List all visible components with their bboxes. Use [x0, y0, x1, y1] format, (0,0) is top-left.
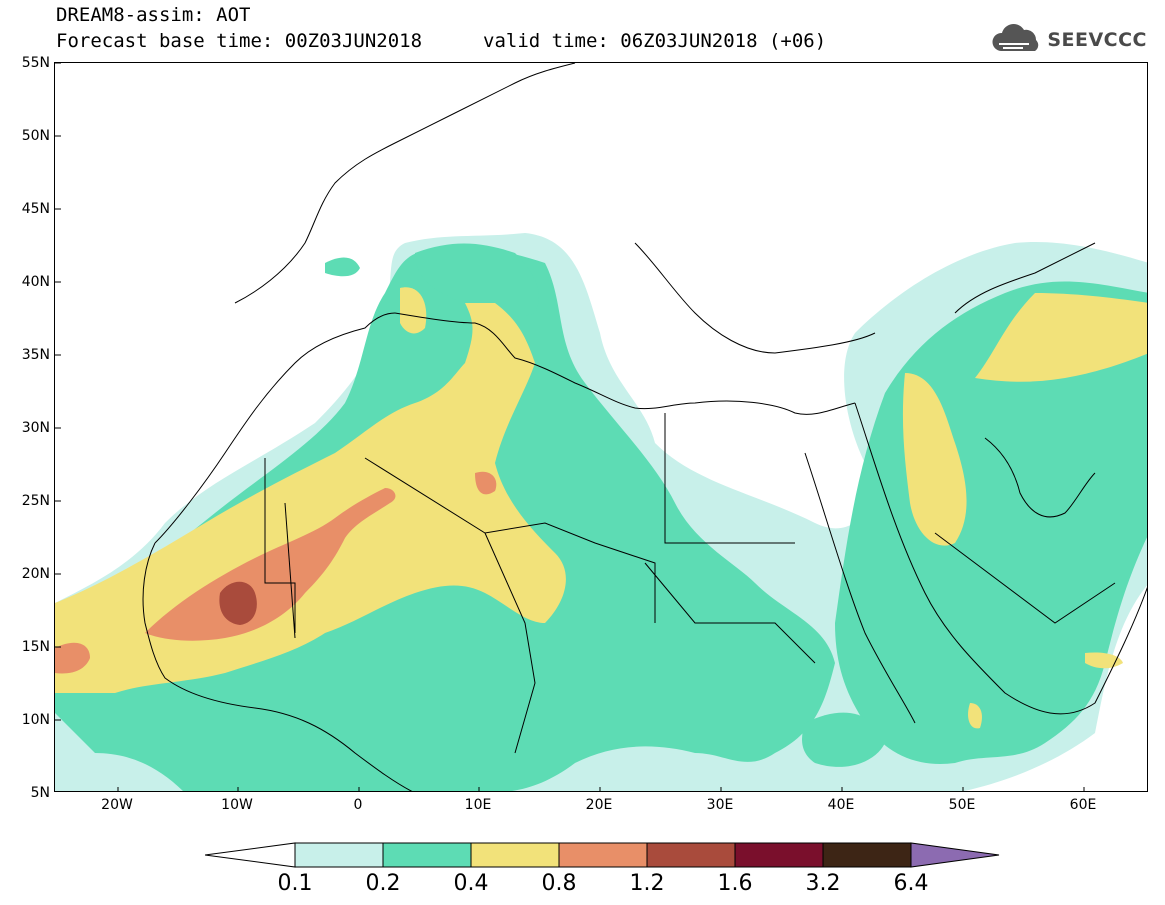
lat-label-5n: 5N: [30, 785, 50, 801]
lat-label-15n: 15N: [21, 639, 50, 655]
colorbar-label-0.8: 0.8: [541, 871, 577, 896]
colorbar-label-0.4: 0.4: [453, 871, 489, 896]
lat-label-10n: 10N: [21, 712, 50, 728]
lat-label-55n: 55N: [21, 55, 50, 71]
valid-time: valid time: 06Z03JUN2018 (+06): [483, 30, 827, 52]
lat-label-35n: 35N: [21, 347, 50, 363]
logo-text: SEEVCCC: [1047, 29, 1147, 51]
lon-label-20w: 20W: [101, 797, 133, 813]
map-title: DREAM8-assim: AOT: [56, 4, 251, 26]
colorbar-swatch-3.2: [822, 842, 912, 868]
colorbar-label-0.1: 0.1: [277, 871, 313, 896]
lon-label-20e: 20E: [585, 797, 613, 813]
cloud-logo-icon: [992, 24, 1039, 51]
lat-label-20n: 20N: [21, 566, 50, 582]
lat-label-25n: 25N: [21, 493, 50, 509]
colorbar-swatch-0.2: [382, 842, 472, 868]
colorbar-swatch-1.6: [734, 842, 824, 868]
aot-band-1.2: [219, 581, 257, 625]
colorbar-swatch-0.1: [294, 842, 384, 868]
colorbar-label-1.2: 1.2: [629, 871, 665, 896]
colorbar: [205, 842, 1000, 868]
aot-band-0.8: [55, 471, 497, 674]
forecast-times: Forecast base time: 00Z03JUN2018 valid ti…: [56, 30, 826, 52]
lat-label-45n: 45N: [21, 201, 50, 217]
map-layers: [55, 63, 1147, 791]
aot-band-0.4: [55, 287, 1147, 729]
colorbar-swatch-0.8: [558, 842, 648, 868]
lat-label-40n: 40N: [21, 274, 50, 290]
forecast-base-time: Forecast base time: 00Z03JUN2018: [56, 30, 423, 52]
lon-label-0: 0: [353, 797, 363, 813]
lon-label-60e: 60E: [1069, 797, 1097, 813]
grid-ticks: [55, 63, 1085, 791]
colorbar-label-1.6: 1.6: [717, 871, 753, 896]
lat-label-30n: 30N: [21, 420, 50, 436]
colorbar-under-arrow: [205, 842, 296, 868]
colorbar-label-0.2: 0.2: [365, 871, 401, 896]
lon-label-40e: 40E: [827, 797, 855, 813]
aot-map: [54, 62, 1148, 792]
colorbar-swatch-1.2: [646, 842, 736, 868]
lon-label-30e: 30E: [706, 797, 734, 813]
lon-label-10e: 10E: [464, 797, 492, 813]
lon-label-50e: 50E: [948, 797, 976, 813]
colorbar-label-6.4: 6.4: [893, 871, 929, 896]
lon-label-10w: 10W: [221, 797, 253, 813]
coastlines: [142, 63, 1147, 791]
lat-label-50n: 50N: [21, 128, 50, 144]
seevccc-logo: SEEVCCC: [989, 24, 1147, 56]
colorbar-over-arrow: [910, 842, 1000, 868]
colorbar-label-3.2: 3.2: [805, 871, 841, 896]
colorbar-swatch-0.4: [470, 842, 560, 868]
